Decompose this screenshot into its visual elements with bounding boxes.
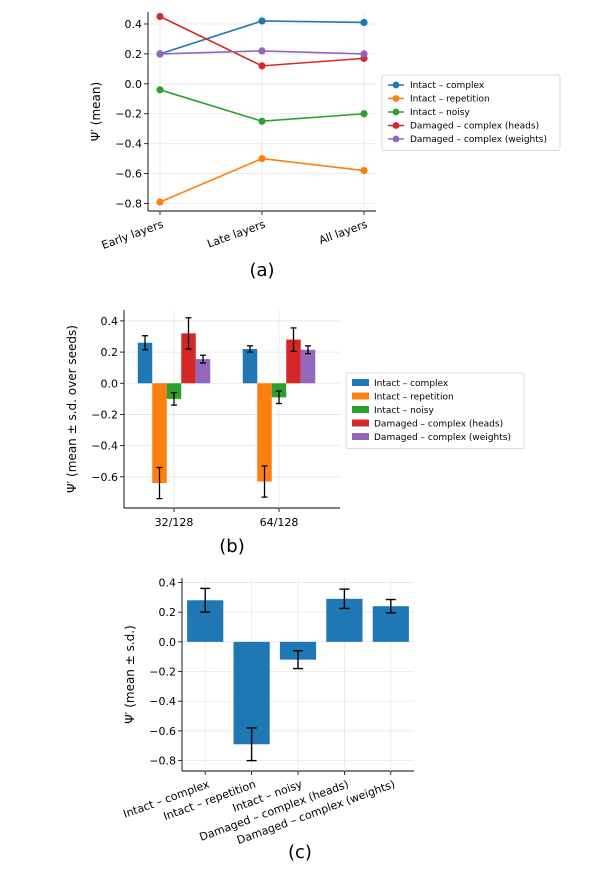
legend: Intact – complex Intact – repetition Intac… [345,372,525,449]
y-tick-label: 0.2 [159,606,177,619]
bar [257,383,272,482]
y-tick-label: 0.4 [159,576,177,589]
y-tick-label: −0.4 [115,138,142,151]
legend: Intact – complex Intact – repetition Intac… [381,74,561,151]
legend-entry: Intact – complex [374,379,449,389]
legend-swatch [352,406,369,413]
data-point [360,50,368,58]
legend-entry: Intact – repetition [374,393,454,403]
legend-entry: Intact – complex [410,81,485,91]
legend-marker [392,135,400,143]
x-tick-label: 32/128 [155,516,194,529]
y-tick-label: 0.4 [125,18,143,31]
data-point [360,110,368,118]
y-tick-label: −0.8 [149,755,176,768]
bar [166,383,182,399]
data-point [258,17,266,25]
data-point [258,62,266,70]
y-tick-label: 0.2 [125,48,143,61]
data-point [360,18,368,27]
y-tick-label: −0.2 [149,666,176,679]
y-tick-label: −0.2 [91,408,118,421]
data-point [156,86,164,94]
y-axis-label: Ψ′ (mean ± s.d. over seeds) [65,325,79,493]
legend-frame [345,372,525,449]
legend-marker [392,108,400,116]
chart-1: 0.4 0.2 0.0 −0.2 −0.4 −0.6 Ψ′ (mean ± s.d. ove… [65,310,525,557]
legend-swatch [352,433,369,440]
y-tick-label: −0.8 [115,198,142,211]
y-axis-label: Ψ′ (mean) [89,82,103,141]
data-point [156,50,164,58]
y-tick-label: −0.4 [91,440,118,453]
chart-2: 0.4 0.2 0.0 −0.2 −0.4 −0.6 −0.8 Ψ′ (mean ± s.d.… [122,576,414,863]
bar [181,333,196,384]
data-point [156,12,164,21]
bar [242,348,258,384]
y-tick-label: −0.6 [91,471,118,484]
x-tick-label: Late layers [205,218,267,251]
legend-frame [381,74,561,151]
legend-marker [392,81,400,89]
x-tick-label: All layers [317,218,369,248]
bar [152,383,167,484]
y-tick-label: 0.0 [101,377,119,390]
legend-entry: Damaged – complex (weights) [410,135,547,145]
x-tick-label: 64/128 [260,516,299,529]
x-tick-label: Early layers [100,218,165,252]
legend-marker [392,95,400,102]
legend-marker [392,122,400,129]
y-tick-label: −0.6 [149,725,176,738]
y-tick-label: 0.0 [125,78,143,91]
legend-swatch [352,392,369,400]
legend-entry: Damaged – complex (weights) [374,433,511,443]
legend-entry: Intact – noisy [410,108,471,118]
bar [195,359,211,384]
bar [286,339,301,384]
legend-entry: Intact – repetition [410,95,490,105]
y-tick-label: −0.6 [115,168,142,181]
chart-0: 0.4 0.2 0.0 −0.2 −0.4 −0.6 −0.8 Ψ′ (mean) (a) Ear… [89,12,561,281]
bar [233,641,270,745]
data-point [360,167,368,175]
y-tick-label: −0.4 [149,695,176,708]
bar [300,349,316,384]
bar [271,383,287,398]
y-tick-label: −0.2 [115,108,142,121]
bar [137,342,153,384]
data-point [258,47,266,55]
legend-entry: Damaged – complex (heads) [410,122,539,132]
y-tick-label: 0.0 [159,636,177,649]
data-point [156,198,164,206]
legend-swatch [352,379,369,386]
caption: (a) [249,260,274,281]
data-point [258,117,266,125]
caption: (b) [219,536,244,557]
legend-swatch [352,419,369,427]
caption: (c) [288,842,312,863]
y-tick-label: 0.2 [101,346,119,359]
legend-entry: Intact – noisy [374,406,435,416]
y-axis-label: Ψ′ (mean ± s.d.) [123,625,137,724]
data-point [258,155,266,163]
legend-entry: Damaged – complex (heads) [374,420,503,430]
y-tick-label: 0.4 [101,315,119,328]
